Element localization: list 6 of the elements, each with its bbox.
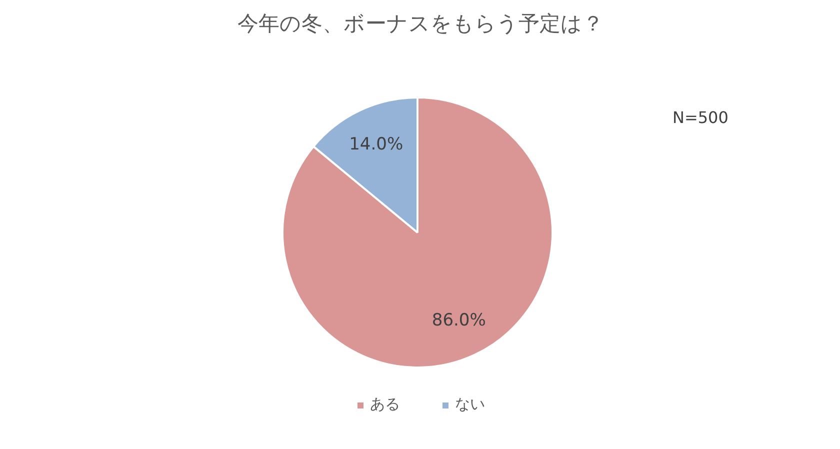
text: N=500	[672, 108, 728, 127]
data-label: 86.0%	[432, 310, 486, 330]
data-label: 14.0%	[349, 134, 404, 155]
legend-label: ある	[370, 395, 400, 414]
legend-label: ない	[455, 395, 485, 414]
chart-title: 今年の冬、ボーナスをもらう予定は？	[238, 12, 604, 36]
